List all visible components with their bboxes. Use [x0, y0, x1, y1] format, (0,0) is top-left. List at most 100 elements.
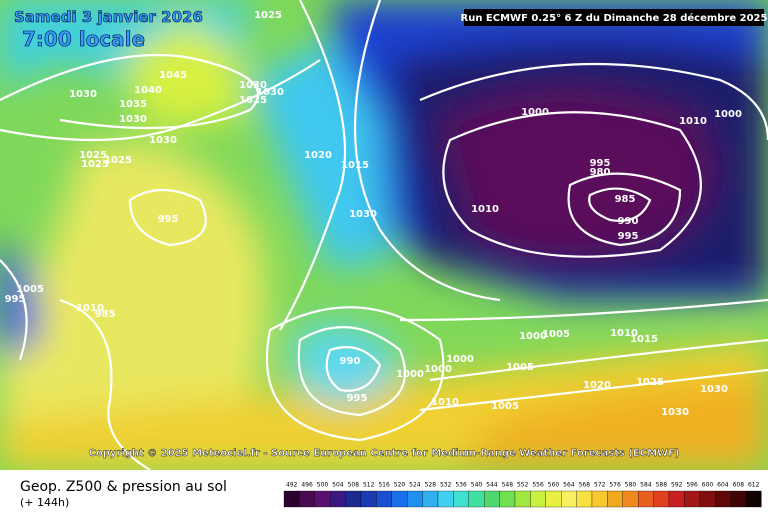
run-box: [464, 9, 764, 26]
scale-label: 512: [363, 482, 375, 489]
isobar-label: 980: [590, 167, 611, 178]
scale-swatch: [422, 490, 439, 508]
scale-label: 584: [640, 482, 652, 489]
isobars: [0, 0, 768, 442]
isobar-label: 1015: [341, 160, 369, 171]
scale-swatch: [638, 490, 654, 508]
scale-label: 600: [702, 482, 714, 489]
isobar-label: 1030: [661, 407, 689, 418]
isobar-label: 1030: [256, 87, 284, 98]
isobar-label: 1025: [104, 155, 132, 166]
footer-lead: (+ 144h): [20, 496, 69, 509]
isobar-label: 1040: [134, 85, 162, 96]
scale-label: 608: [733, 482, 745, 489]
isobar-label: 1030: [69, 89, 97, 100]
isobar-label: 1030: [149, 135, 177, 146]
isobar-label: 1005: [506, 362, 534, 373]
scale-swatch: [561, 490, 577, 508]
scale-swatch: [391, 490, 408, 508]
scale-swatch: [330, 490, 346, 508]
scale-label: 576: [609, 482, 621, 489]
scale-label: 532: [440, 482, 452, 489]
time: 7:00 locale: [22, 27, 145, 51]
scale-label: 544: [486, 482, 498, 489]
scale-label: 556: [532, 482, 544, 489]
isobar-label: 1035: [119, 99, 147, 110]
isobar-labels: 1025104510401035103010301030103010301025…: [5, 10, 742, 418]
scale-label: 516: [378, 482, 390, 489]
scale-swatch: [299, 490, 315, 508]
isobar-label: 1030: [349, 209, 377, 220]
copyright: Copyright © 2025 Meteociel.fr - Source E…: [89, 448, 680, 459]
map-area: Samedi 3 janvier 2026 7:00 locale Run EC…: [0, 0, 768, 471]
color-scale: 492 496 500 504 508 512 516 520 524 528 532 536 540 5…: [283, 482, 762, 508]
scale-label: 508: [348, 482, 360, 489]
scale-label: 604: [717, 482, 729, 489]
scale-swatch: [545, 490, 562, 508]
scale-swatch: [668, 490, 685, 508]
isobar-label: 1030: [119, 114, 147, 125]
scale-swatch: [499, 490, 516, 508]
date: Samedi 3 janvier 2026: [14, 8, 203, 26]
scale-swatch: [514, 490, 531, 508]
isobar-label: 995: [158, 214, 179, 225]
isobar-label: 985: [615, 194, 636, 205]
scale-swatch: [715, 490, 731, 508]
scale-label: 504: [332, 482, 344, 489]
scale-label: 588: [656, 482, 668, 489]
isobar-label: 1030: [700, 384, 728, 395]
isobar-label: 1000: [446, 354, 474, 365]
isobar-label: 1000: [396, 369, 424, 380]
scale-swatch: [468, 490, 485, 508]
scale-swatch: [684, 490, 700, 508]
scale-label: 496: [301, 482, 313, 489]
isobar-label: 1015: [630, 334, 658, 345]
scale-label: 540: [471, 482, 483, 489]
scale-swatch: [407, 490, 423, 508]
scale-label: 520: [394, 482, 406, 489]
scale-swatch: [699, 490, 716, 508]
scale-label: 536: [455, 482, 467, 489]
scale-swatch: [745, 490, 762, 508]
scale-label: 552: [517, 482, 529, 489]
isobar-label: 1010: [431, 397, 459, 408]
isobar-label: 1010: [471, 204, 499, 215]
isobar-label: 1030: [239, 80, 267, 91]
isobar-label: 985: [95, 309, 116, 320]
isobar-label: 1005: [542, 329, 570, 340]
scale-swatch: [376, 490, 392, 508]
isobar-label: 995: [5, 294, 26, 305]
scale-swatch: [591, 490, 608, 508]
isobar-label: 995: [618, 231, 639, 242]
isobar-label: 995: [347, 393, 368, 404]
isobar-label: 1005: [16, 284, 44, 295]
isobar-label: 995: [590, 158, 611, 169]
scale-swatch: [453, 490, 469, 508]
scale-label: 564: [563, 482, 575, 489]
scale-swatch: [437, 490, 454, 508]
isobar-label: 1000: [714, 109, 742, 120]
scale-swatch: [314, 490, 331, 508]
isobar-label: 1010: [76, 303, 104, 314]
scale-label: 580: [625, 482, 637, 489]
isobar-label: 1005: [491, 401, 519, 412]
scale-swatch: [484, 490, 500, 508]
scale-swatch: [576, 490, 593, 508]
isobar-label: 1000: [424, 364, 452, 375]
run-info: Run ECMWF 0.25° 6 Z du Dimanche 28 décem…: [461, 12, 768, 24]
scale-label: 612: [748, 482, 760, 489]
isobar-label: 1010: [610, 328, 638, 339]
scale-label: 548: [502, 482, 514, 489]
scale-label: 572: [594, 482, 606, 489]
scale-swatch: [345, 490, 362, 508]
isobar-label: 990: [340, 356, 361, 367]
scale-label: 500: [317, 482, 329, 489]
isobar-label: 990: [618, 216, 639, 227]
scale-swatch: [607, 490, 623, 508]
scale-swatch: [622, 490, 639, 508]
scale-label: 568: [579, 482, 591, 489]
scale-swatch: [730, 490, 747, 508]
scale-label: 524: [409, 482, 421, 489]
footer-title: Geop. Z500 & pression au sol: [20, 479, 227, 495]
